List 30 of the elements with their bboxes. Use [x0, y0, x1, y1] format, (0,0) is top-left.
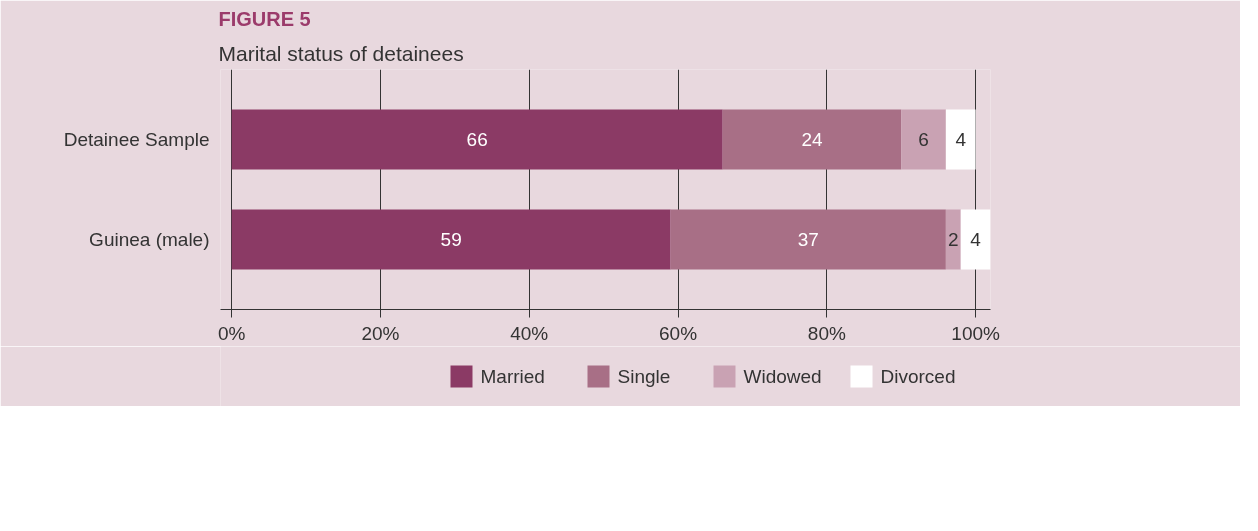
data-label: 66 — [466, 129, 488, 150]
data-label: 4 — [955, 129, 967, 150]
legend-label: Single — [617, 366, 671, 387]
bar — [670, 209, 946, 270]
x-tick-label: 60% — [659, 322, 698, 344]
bar — [722, 109, 902, 170]
data-label: 59 — [440, 229, 462, 250]
y-tick-label: Guinea (male) — [89, 229, 210, 250]
x-tick-label: 40% — [510, 322, 549, 344]
data-label: 4 — [970, 229, 982, 250]
chart-title: FIGURE 5 — [218, 7, 311, 30]
bar — [901, 109, 946, 170]
x-tick-label: 20% — [361, 322, 400, 344]
bar — [231, 109, 723, 170]
bar — [945, 109, 976, 170]
bar — [231, 209, 671, 270]
legend-label: Married — [480, 366, 545, 387]
data-label: 24 — [801, 129, 823, 150]
legend-label: Widowed — [743, 366, 822, 387]
x-tick-label: 80% — [807, 322, 846, 344]
y-tick-label: Detainee Sample — [63, 129, 210, 150]
data-label: 2 — [948, 229, 959, 250]
data-label: 6 — [918, 129, 929, 150]
chart-subtitle: Marital status of detainees — [218, 41, 464, 65]
x-tick-label: 100% — [951, 322, 1001, 344]
bar — [960, 209, 991, 270]
bar — [945, 209, 961, 270]
legend-label: Divorced — [880, 366, 956, 387]
data-label: 37 — [797, 229, 819, 250]
x-tick-label: 0% — [217, 322, 246, 344]
